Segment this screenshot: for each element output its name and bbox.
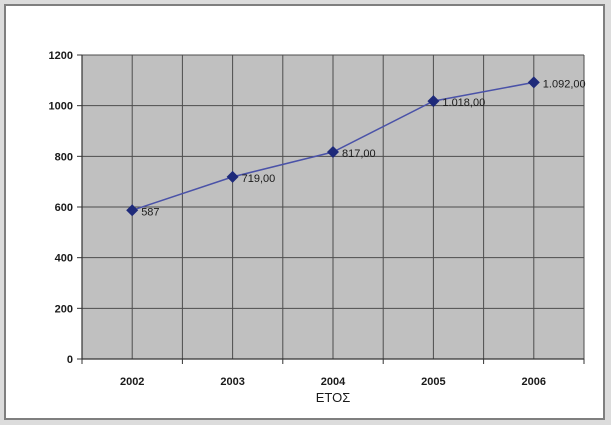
x-tick-label: 2005 [421,376,445,388]
x-tick-labels: 2002 2003 2004 2005 2006 [120,376,546,388]
x-tick-label: 2006 [522,376,546,388]
x-tick-label: 2002 [120,376,144,388]
data-label: 1.018,00 [442,97,485,109]
y-tick-label: 800 [55,151,73,163]
data-label: 1.092,00 [543,78,586,90]
y-tick-label: 200 [55,303,73,315]
x-tick-label: 2003 [220,376,244,388]
gridlines [77,54,585,364]
data-point-marker [427,95,440,108]
x-tick-label: 2004 [321,376,346,388]
y-tick-labels: 0 200 400 600 800 1000 1200 [49,50,73,366]
y-tick-label: 1000 [49,101,73,113]
data-point-marker [327,146,339,159]
data-point-marker [527,76,540,89]
y-tick-label: 1200 [49,50,73,62]
data-labels: 587 719,00 817,00 1.018,00 1.092,00 [141,78,585,218]
axes [81,55,584,360]
y-tick-label: 600 [55,202,73,214]
data-label: 587 [141,206,159,218]
x-axis-title: ΕΤΟΣ [316,390,351,405]
series [126,76,540,217]
data-point-marker [226,170,239,183]
y-tick-label: 0 [67,354,73,366]
y-tick-label: 400 [55,253,73,265]
data-label: 719,00 [242,173,276,185]
data-label: 817,00 [342,148,376,160]
data-point-marker [126,204,139,217]
